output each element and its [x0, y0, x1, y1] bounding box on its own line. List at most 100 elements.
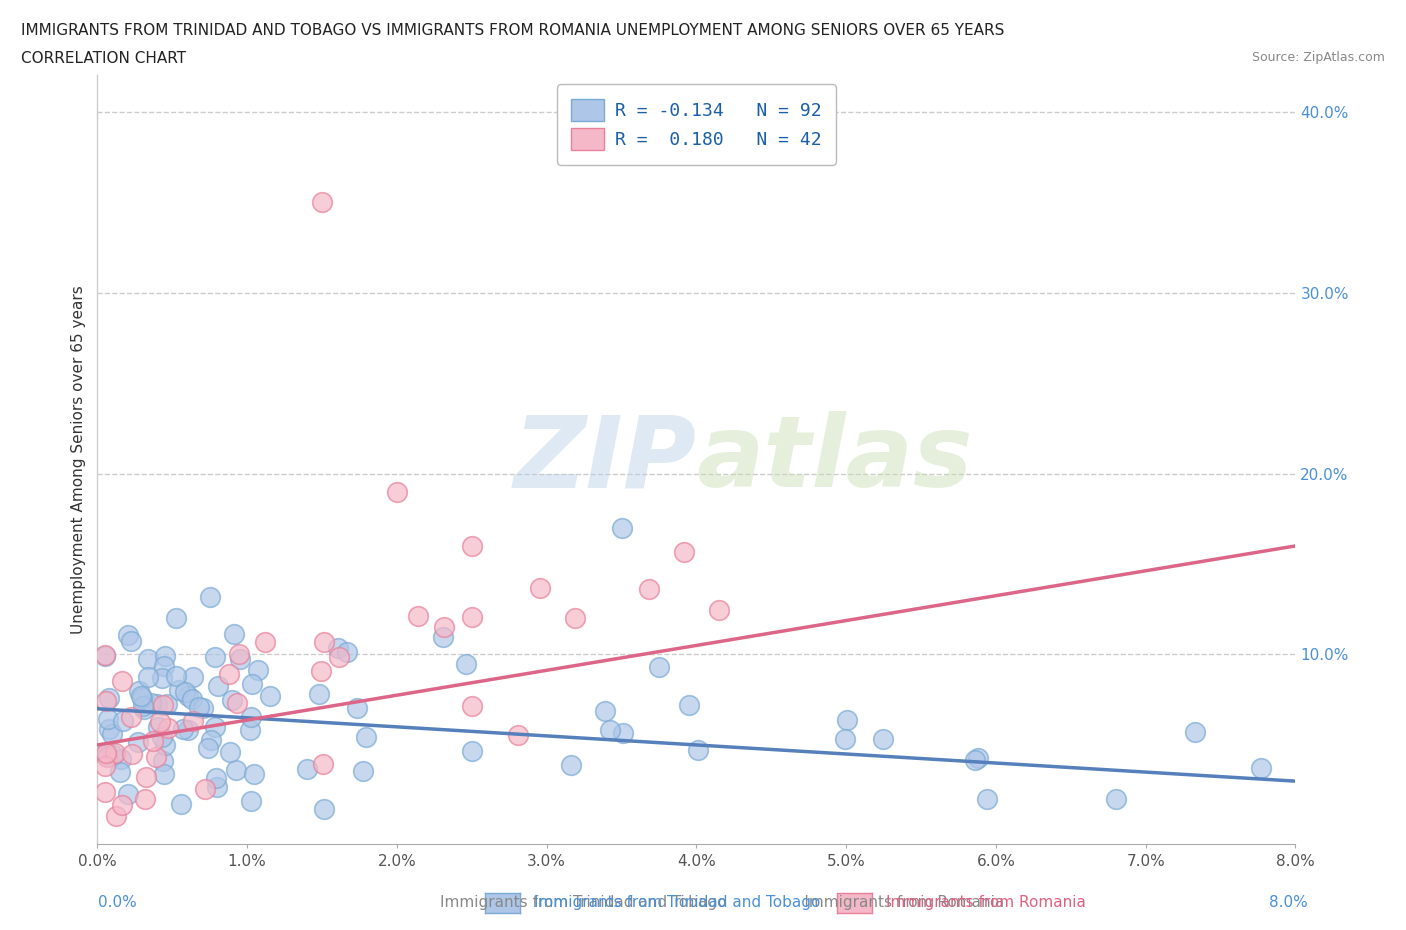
Point	[456, 657, 478, 671]
Point	[259, 689, 281, 704]
Text: Immigrants from Trinidad and Tobago: Immigrants from Trinidad and Tobago	[534, 895, 821, 910]
Point	[240, 676, 263, 691]
Point	[177, 688, 200, 703]
Point	[165, 669, 187, 684]
Point	[150, 729, 173, 744]
Point	[142, 734, 165, 749]
Point	[354, 729, 377, 744]
Point	[97, 711, 120, 726]
Point	[564, 610, 586, 625]
Point	[506, 727, 529, 742]
Point	[240, 793, 263, 808]
Point	[131, 691, 153, 706]
Point	[174, 684, 197, 699]
Point	[120, 633, 142, 648]
Point	[311, 756, 333, 771]
Point	[152, 753, 174, 768]
Point	[229, 651, 252, 666]
Point	[112, 713, 135, 728]
Point	[204, 720, 226, 735]
Point	[177, 723, 200, 737]
Point	[120, 710, 142, 724]
Text: Immigrants from Trinidad and Tobago                Immigrants from Romania: Immigrants from Trinidad and Tobago Immi…	[401, 895, 1005, 910]
Point	[346, 701, 368, 716]
Point	[707, 603, 730, 618]
Text: ZIP: ZIP	[513, 411, 696, 509]
Text: Immigrants from Romania: Immigrants from Romania	[886, 895, 1085, 910]
Point	[121, 747, 143, 762]
Point	[224, 626, 246, 641]
Point	[963, 752, 986, 767]
Point	[219, 745, 242, 760]
Point	[135, 770, 157, 785]
Point	[637, 582, 659, 597]
Point	[200, 732, 222, 747]
Point	[170, 797, 193, 812]
Point	[336, 644, 359, 659]
Point	[156, 721, 179, 736]
Point	[239, 710, 262, 724]
Point	[461, 699, 484, 714]
Point	[678, 698, 700, 713]
Point	[155, 648, 177, 663]
Point	[295, 762, 318, 777]
Point	[311, 194, 333, 209]
Text: Source: ZipAtlas.com: Source: ZipAtlas.com	[1251, 51, 1385, 64]
Point	[152, 698, 174, 712]
Point	[167, 683, 190, 698]
Point	[1250, 761, 1272, 776]
Point	[191, 700, 214, 715]
Point	[837, 712, 859, 727]
Point	[127, 735, 149, 750]
Point	[197, 741, 219, 756]
Point	[529, 580, 551, 595]
Point	[432, 630, 454, 644]
Point	[153, 766, 176, 781]
Text: 8.0%: 8.0%	[1268, 895, 1308, 910]
Point	[98, 690, 121, 705]
Point	[94, 759, 117, 774]
Text: CORRELATION CHART: CORRELATION CHART	[21, 51, 186, 66]
Point	[183, 670, 205, 684]
Point	[352, 764, 374, 778]
Point	[94, 785, 117, 800]
Point	[560, 757, 582, 772]
Point	[672, 545, 695, 560]
Point	[309, 663, 332, 678]
Point	[117, 787, 139, 802]
Point	[1184, 724, 1206, 739]
Point	[834, 731, 856, 746]
Point	[96, 750, 118, 764]
Point	[146, 697, 169, 711]
Point	[612, 725, 634, 740]
Point	[110, 751, 132, 766]
Point	[110, 797, 132, 812]
Point	[104, 809, 127, 824]
Point	[165, 611, 187, 626]
Point	[94, 648, 117, 663]
Point	[141, 696, 163, 711]
Text: atlas: atlas	[696, 411, 973, 509]
Y-axis label: Unemployment Among Seniors over 65 years: Unemployment Among Seniors over 65 years	[72, 286, 86, 634]
Point	[146, 720, 169, 735]
Point	[94, 647, 117, 662]
Legend: R = -0.134   N = 92, R =  0.180   N = 42: R = -0.134 N = 92, R = 0.180 N = 42	[557, 85, 835, 165]
Point	[204, 650, 226, 665]
Point	[385, 485, 408, 499]
Point	[153, 658, 176, 673]
Point	[207, 678, 229, 693]
Point	[94, 748, 117, 763]
Point	[610, 521, 633, 536]
Point	[461, 743, 484, 758]
Point	[145, 750, 167, 764]
Point	[254, 635, 277, 650]
Point	[314, 635, 336, 650]
Point	[433, 619, 456, 634]
Point	[314, 802, 336, 817]
Point	[976, 791, 998, 806]
Point	[225, 696, 247, 711]
Point	[180, 691, 202, 706]
Point	[172, 722, 194, 737]
Point	[461, 609, 484, 624]
Point	[461, 538, 484, 553]
